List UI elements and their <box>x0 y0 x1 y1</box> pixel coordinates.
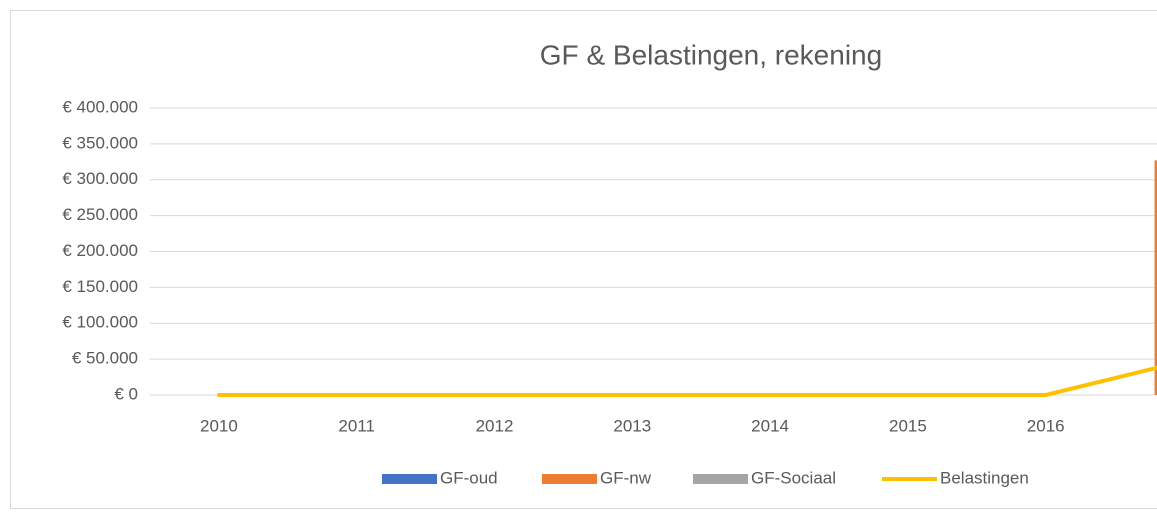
legend-label: GF-oud <box>440 468 498 487</box>
y-tick-label: € 0 <box>114 384 138 403</box>
chart-title: GF & Belastingen, rekening <box>540 39 882 70</box>
legend-swatch <box>693 474 748 484</box>
y-tick-label: € 200.000 <box>62 241 138 260</box>
legend-label: GF-Sociaal <box>751 468 836 487</box>
legend-swatch <box>382 474 437 484</box>
y-tick-label: € 250.000 <box>62 205 138 224</box>
y-tick-label: € 400.000 <box>62 97 138 116</box>
y-tick-label: € 100.000 <box>62 313 138 332</box>
bar <box>1154 160 1157 395</box>
x-tick-label: 2015 <box>889 416 927 435</box>
y-tick-label: € 350.000 <box>62 133 138 152</box>
legend-label: Belastingen <box>940 468 1029 487</box>
x-tick-label: 2011 <box>338 416 375 435</box>
x-tick-label: 2014 <box>751 416 789 435</box>
legend-swatch <box>542 474 597 484</box>
y-tick-label: € 150.000 <box>62 277 138 296</box>
x-tick-label: 2013 <box>613 416 651 435</box>
x-tick-label: 2012 <box>476 416 514 435</box>
y-tick-label: € 300.000 <box>62 169 138 188</box>
x-tick-label: 2016 <box>1027 416 1065 435</box>
line-series <box>216 365 1157 397</box>
x-tick-label: 2010 <box>200 416 238 435</box>
y-tick-label: € 50.000 <box>72 349 138 368</box>
legend-label: GF-nw <box>600 468 652 487</box>
chart-border <box>10 10 1157 509</box>
